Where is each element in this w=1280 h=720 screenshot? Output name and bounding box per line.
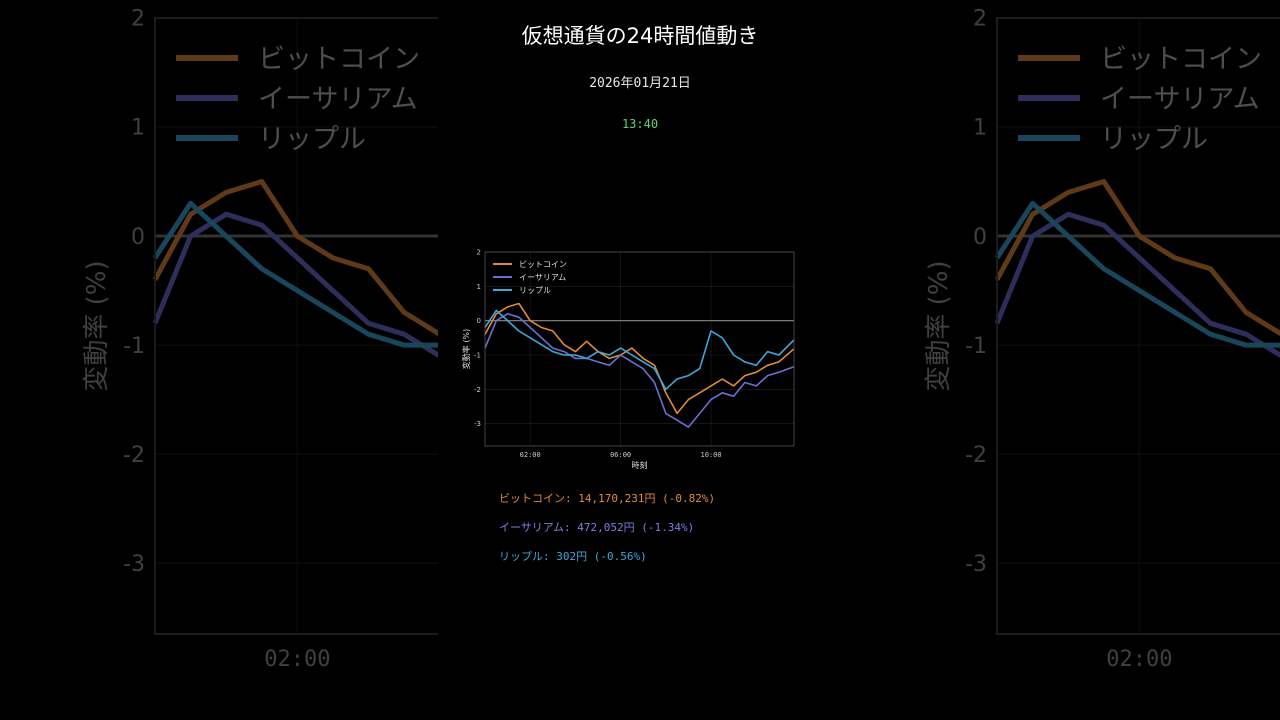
series-line-2 — [994, 200, 1280, 348]
y-tick-label: 1 — [477, 283, 481, 291]
y-tick-label: 2 — [477, 248, 481, 256]
bg-legend-label: イーサリアム — [1100, 84, 1260, 115]
y-axis-ticks: -3 -2 -1 0 1 2 — [474, 248, 481, 428]
price-bitcoin: ビットコイン: 14,170,231円 (-0.82%) — [499, 492, 716, 505]
x-axis-label: 時刻 — [632, 460, 648, 470]
price-ethereum: イーサリアム: 472,052円 (-1.34%) — [499, 521, 695, 534]
y-tick-label: -3 — [474, 420, 481, 428]
bg-legend-label: ビットコイン — [258, 44, 420, 75]
bg-y-axis-label: 変動率 (%) — [924, 260, 954, 391]
y-tick-label: 1 — [131, 116, 145, 141]
price-ripple: リップル: 302円 (-0.56%) — [499, 550, 647, 563]
legend-label: ビットコイン — [519, 260, 567, 269]
y-axis-ticks: -3 -2 -1 0 1 2 — [123, 7, 145, 577]
y-tick-label: -2 — [474, 386, 481, 394]
y-tick-label: -3 — [123, 552, 145, 577]
chart-series — [484, 302, 795, 428]
series-line-0 — [152, 179, 438, 337]
x-axis-ticks: 02:00 06:00 10:00 — [520, 451, 722, 459]
y-tick-label: 1 — [973, 116, 987, 141]
page-title: 仮想通貨の24時間値動き — [521, 24, 759, 48]
y-tick-label: -1 — [474, 351, 481, 359]
y-tick-label: 0 — [131, 225, 145, 250]
series-line-0 — [994, 179, 1280, 337]
legend-label: イーサリアム — [519, 273, 566, 282]
price-list: ビットコイン: 14,170,231円 (-0.82%) イーサリアム: 472… — [499, 490, 715, 577]
bg-plot-frame — [996, 17, 1280, 635]
x-tick-label: 02:00 — [1106, 647, 1172, 672]
bg-legend-label: イーサリアム — [258, 84, 418, 115]
y-tick-label: -2 — [965, 443, 987, 468]
bg-y-axis-label: 変動率 (%) — [82, 260, 112, 391]
time-label: 13:40 — [621, 117, 659, 131]
bg-legend-label: リップル — [258, 124, 366, 155]
series-line-0 — [484, 302, 795, 415]
y-tick-label: 0 — [973, 225, 987, 250]
y-tick-label: -3 — [965, 552, 987, 577]
series-line-1 — [994, 211, 1280, 358]
series-line-2 — [484, 309, 795, 391]
chart-series — [994, 179, 1280, 358]
main-panel: 仮想通貨の24時間値動き 2026年01月21日 13:40 -3 -2 -1 0 1 2… — [438, 0, 842, 720]
x-tick-label: 06:00 — [610, 451, 631, 459]
y-tick-label: -2 — [123, 443, 145, 468]
y-tick-label: -1 — [123, 334, 145, 359]
y-axis-label: 変動率 (%) — [461, 329, 471, 369]
y-tick-label: -1 — [965, 334, 987, 359]
y-tick-label: 2 — [131, 7, 145, 32]
series-line-1 — [484, 313, 795, 428]
bg-plot-frame — [154, 17, 438, 635]
x-tick-label: 10:00 — [701, 451, 722, 459]
y-tick-label: 2 — [973, 7, 987, 32]
plot-frame — [484, 251, 795, 447]
y-tick-label: 0 — [477, 317, 481, 325]
chart-grid — [155, 17, 438, 634]
date-label: 2026年01月21日 — [589, 76, 691, 91]
bg-legend-label: リップル — [1100, 124, 1208, 155]
y-axis-ticks: -3 -2 -1 0 1 2 — [965, 7, 987, 577]
chart-series — [152, 179, 438, 358]
bg-legend-label: ビットコイン — [1100, 44, 1262, 75]
chart-grid — [997, 17, 1280, 634]
legend-label: リップル — [519, 286, 551, 295]
x-tick-label: 02:00 — [264, 647, 330, 672]
series-line-2 — [152, 200, 438, 348]
price-change-chart: -3 -2 -1 0 1 2 02:00 06:00 10:00 変動率 (%) 時刻 ビット… — [461, 248, 795, 470]
x-tick-label: 02:00 — [520, 451, 541, 459]
series-line-1 — [152, 211, 438, 358]
